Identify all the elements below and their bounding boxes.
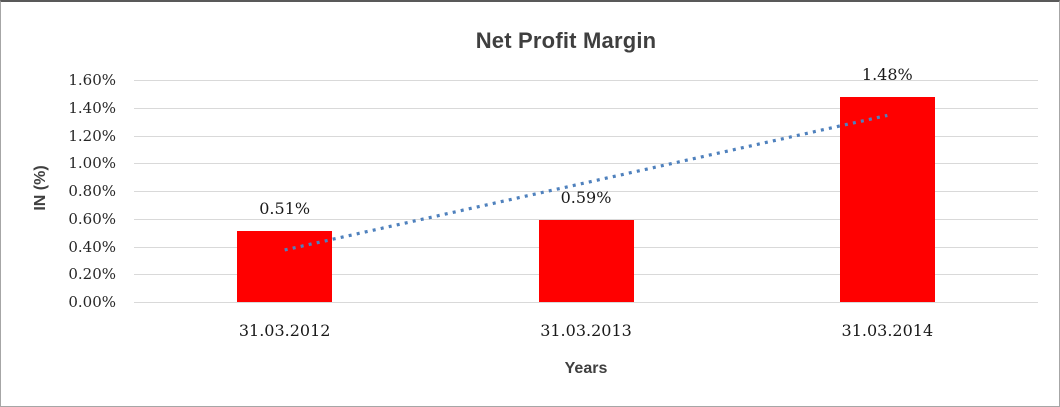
gridline bbox=[134, 218, 1038, 220]
bar bbox=[839, 96, 935, 302]
category-label: 31.03.2013 bbox=[540, 321, 632, 340]
gridline bbox=[134, 302, 1038, 303]
plot-area: 0.51% 0.59% 1.48% bbox=[134, 65, 1038, 303]
y-tick-label: 1.00% bbox=[68, 154, 116, 173]
bar-value-label: 0.59% bbox=[560, 188, 612, 208]
x-axis-title: Years bbox=[564, 360, 608, 377]
gridline bbox=[134, 80, 1038, 81]
gridline bbox=[134, 107, 1038, 109]
y-tick-label: 0.60% bbox=[68, 209, 116, 228]
gridline bbox=[134, 191, 1038, 192]
category-label: 31.03.2014 bbox=[841, 321, 934, 340]
y-tick-label: 1.60% bbox=[68, 71, 116, 89]
y-tick-label: 1.20% bbox=[68, 126, 116, 145]
y-tick-label: 0.20% bbox=[68, 265, 116, 284]
category-label: 31.03.2012 bbox=[238, 321, 331, 340]
bar-value-label: 0.51% bbox=[259, 199, 311, 219]
gridline bbox=[134, 135, 1038, 137]
y-tick-label: 0.80% bbox=[68, 182, 116, 200]
bar bbox=[538, 220, 634, 302]
bar bbox=[237, 231, 333, 302]
y-tick-label: 0.00% bbox=[68, 293, 116, 311]
bar-value-label: 1.48% bbox=[861, 64, 913, 84]
chart-title: Net Profit Margin bbox=[475, 28, 657, 53]
y-tick-label: 1.40% bbox=[68, 98, 116, 117]
y-tick-label: 0.40% bbox=[68, 237, 116, 256]
gridline bbox=[134, 163, 1038, 165]
